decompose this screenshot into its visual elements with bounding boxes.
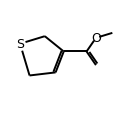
- Text: S: S: [16, 38, 24, 51]
- Text: O: O: [91, 32, 101, 45]
